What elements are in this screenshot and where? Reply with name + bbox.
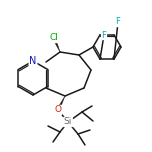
Text: N: N (29, 56, 37, 66)
Text: O: O (55, 105, 62, 114)
Text: F: F (116, 17, 120, 26)
Polygon shape (57, 96, 65, 111)
Polygon shape (53, 37, 60, 52)
Text: Cl: Cl (50, 33, 58, 43)
Text: Si: Si (64, 117, 72, 126)
Text: F: F (102, 31, 106, 40)
